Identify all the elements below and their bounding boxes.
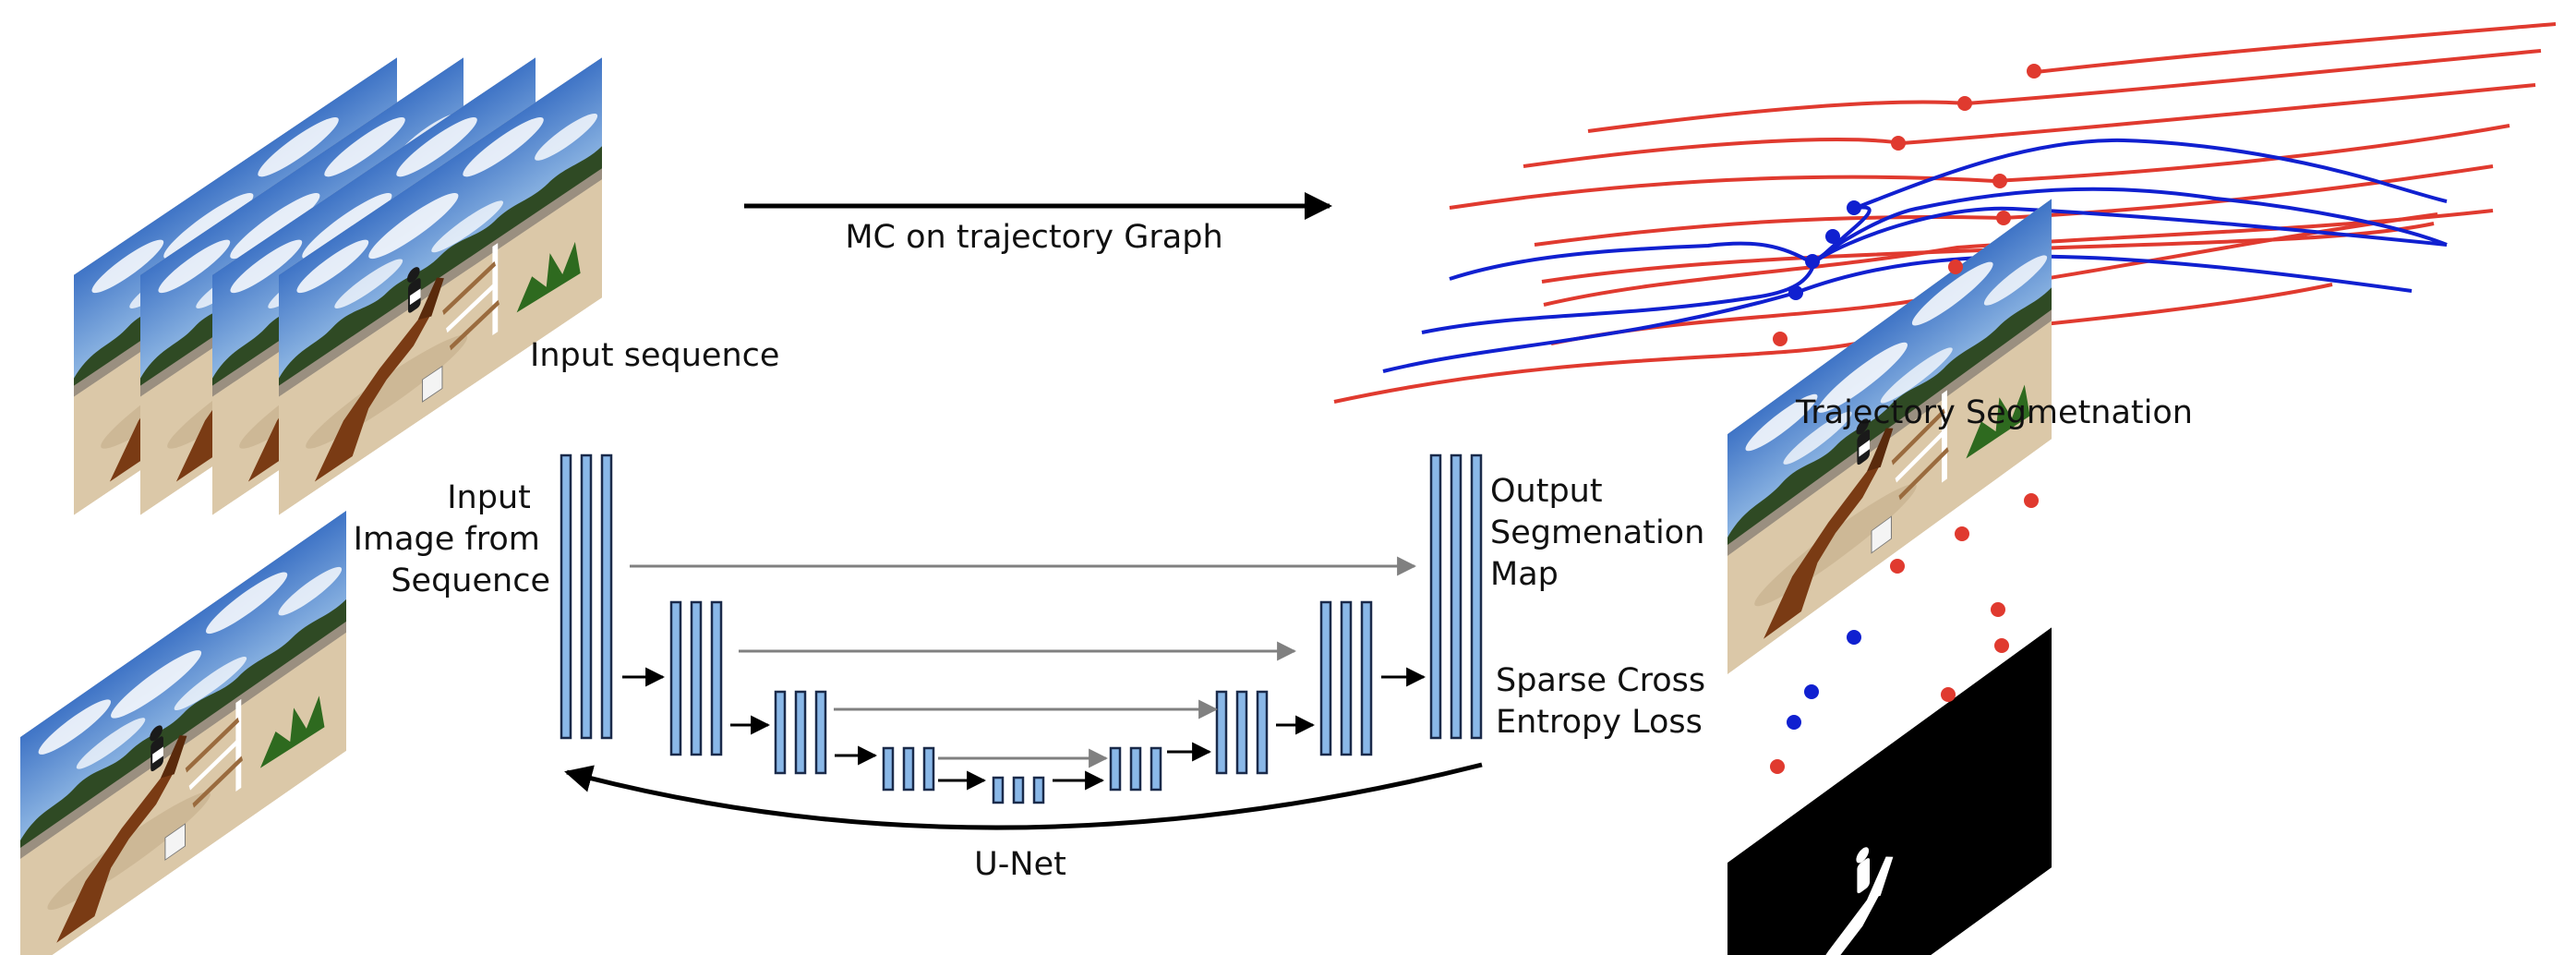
red-label-point — [1770, 759, 1785, 774]
blue-trajectory-point — [1805, 254, 1820, 269]
input-image-label-line: Input — [447, 479, 531, 516]
input-sequence-stack — [74, 57, 602, 514]
unet-feature-map — [992, 776, 1005, 804]
unet-feature-map — [560, 453, 572, 740]
unet-feature-map — [669, 600, 682, 756]
red-trajectory-point — [1992, 174, 2007, 188]
red-trajectory-point — [1773, 332, 1788, 346]
red-trajectory-point — [2027, 64, 2041, 79]
red-trajectory — [2035, 22, 2557, 74]
unet-feature-map — [1340, 600, 1353, 756]
red-trajectory-point — [1996, 211, 2011, 225]
red-label-point — [1941, 687, 1956, 702]
output-map-label-line: Output — [1490, 473, 1603, 510]
blue-trajectory — [1421, 206, 2448, 334]
unet-feature-map — [580, 453, 593, 740]
mask-points — [1770, 493, 2039, 774]
unet-feature-map — [1032, 776, 1045, 804]
trajectory-graph — [1333, 22, 2557, 674]
red-trajectory — [1523, 83, 2536, 168]
red-label-point — [2024, 493, 2039, 508]
red-label-point — [1955, 526, 1969, 541]
loss-label: Sparse Cross Entropy Loss — [1496, 662, 1715, 741]
unet-feature-map — [1109, 746, 1122, 792]
unet-feature-map — [1150, 746, 1162, 792]
blue-trajectory — [1808, 138, 2448, 270]
trajectory-points — [1773, 64, 2041, 346]
unet-feature-map — [1215, 690, 1228, 775]
unet-feature-map — [1235, 690, 1248, 775]
red-trajectory — [1587, 49, 2542, 133]
unet-feature-map — [1450, 453, 1463, 740]
unet-feature-map — [922, 746, 935, 792]
output-map-label-line: Map — [1490, 556, 1559, 593]
blue-trajectory-point — [1847, 200, 1861, 215]
red-label-point — [1994, 638, 2009, 653]
sparse-label-mask — [1727, 627, 2052, 955]
loss-label-line: Sparse Cross — [1496, 662, 1705, 699]
unet-feature-map — [794, 690, 807, 775]
blue-trajectory-point — [1788, 285, 1803, 300]
red-trajectory-point — [1891, 136, 1906, 151]
blue-trajectory — [1382, 254, 2413, 373]
unet-feature-map — [1429, 453, 1442, 740]
trajectory-segmentation-label: Trajectory Segmetnation — [1795, 394, 2193, 431]
unet-path-arrows — [622, 667, 1426, 791]
unet-feature-map — [1129, 746, 1142, 792]
blue-trajectory — [1449, 187, 2448, 281]
unet-feature-map — [690, 600, 703, 756]
unet-feature-map — [600, 453, 613, 740]
unet-feedback-arrow — [564, 762, 1483, 830]
output-map-label-line: Segmenation — [1490, 514, 1704, 551]
red-trajectory-point — [1948, 260, 1963, 274]
blue-label-point — [1804, 684, 1819, 699]
unet-feature-map — [710, 600, 723, 756]
unet-skip-connections — [630, 556, 1417, 768]
blue-trajectory-point — [1825, 229, 1840, 244]
input-image-label-line: Sequence — [391, 562, 550, 599]
unet-feature-map — [902, 746, 915, 792]
unet — [560, 453, 1483, 830]
unet-feature-map — [774, 690, 787, 775]
unet-feature-map — [814, 690, 827, 775]
unet-feature-map — [882, 746, 895, 792]
loss-label-line: Entropy Loss — [1496, 704, 1703, 741]
red-trajectory-point — [1957, 96, 1972, 111]
output-map-label: Output Segmenation Map — [1490, 473, 1715, 593]
input-sequence-label: Input sequence — [530, 337, 779, 374]
unet-blocks — [560, 453, 1483, 804]
red-label-point — [1991, 602, 2005, 617]
unet-label: U-Net — [974, 846, 1066, 883]
blue-label-point — [1847, 630, 1861, 645]
unet-feature-map — [1470, 453, 1483, 740]
blue-label-point — [1787, 715, 1801, 730]
input-image — [20, 511, 346, 955]
mc-arrow-label: MC on trajectory Graph — [845, 219, 1222, 256]
unet-feature-map — [1319, 600, 1332, 756]
unet-feature-map — [1360, 600, 1373, 756]
red-label-point — [1890, 559, 1905, 574]
unet-feature-map — [1012, 776, 1025, 804]
unet-feature-map — [1256, 690, 1269, 775]
input-image-label: Input Image from Sequence — [354, 479, 550, 599]
red-trajectory — [1543, 209, 2494, 307]
input-image-label-line: Image from — [354, 521, 540, 558]
